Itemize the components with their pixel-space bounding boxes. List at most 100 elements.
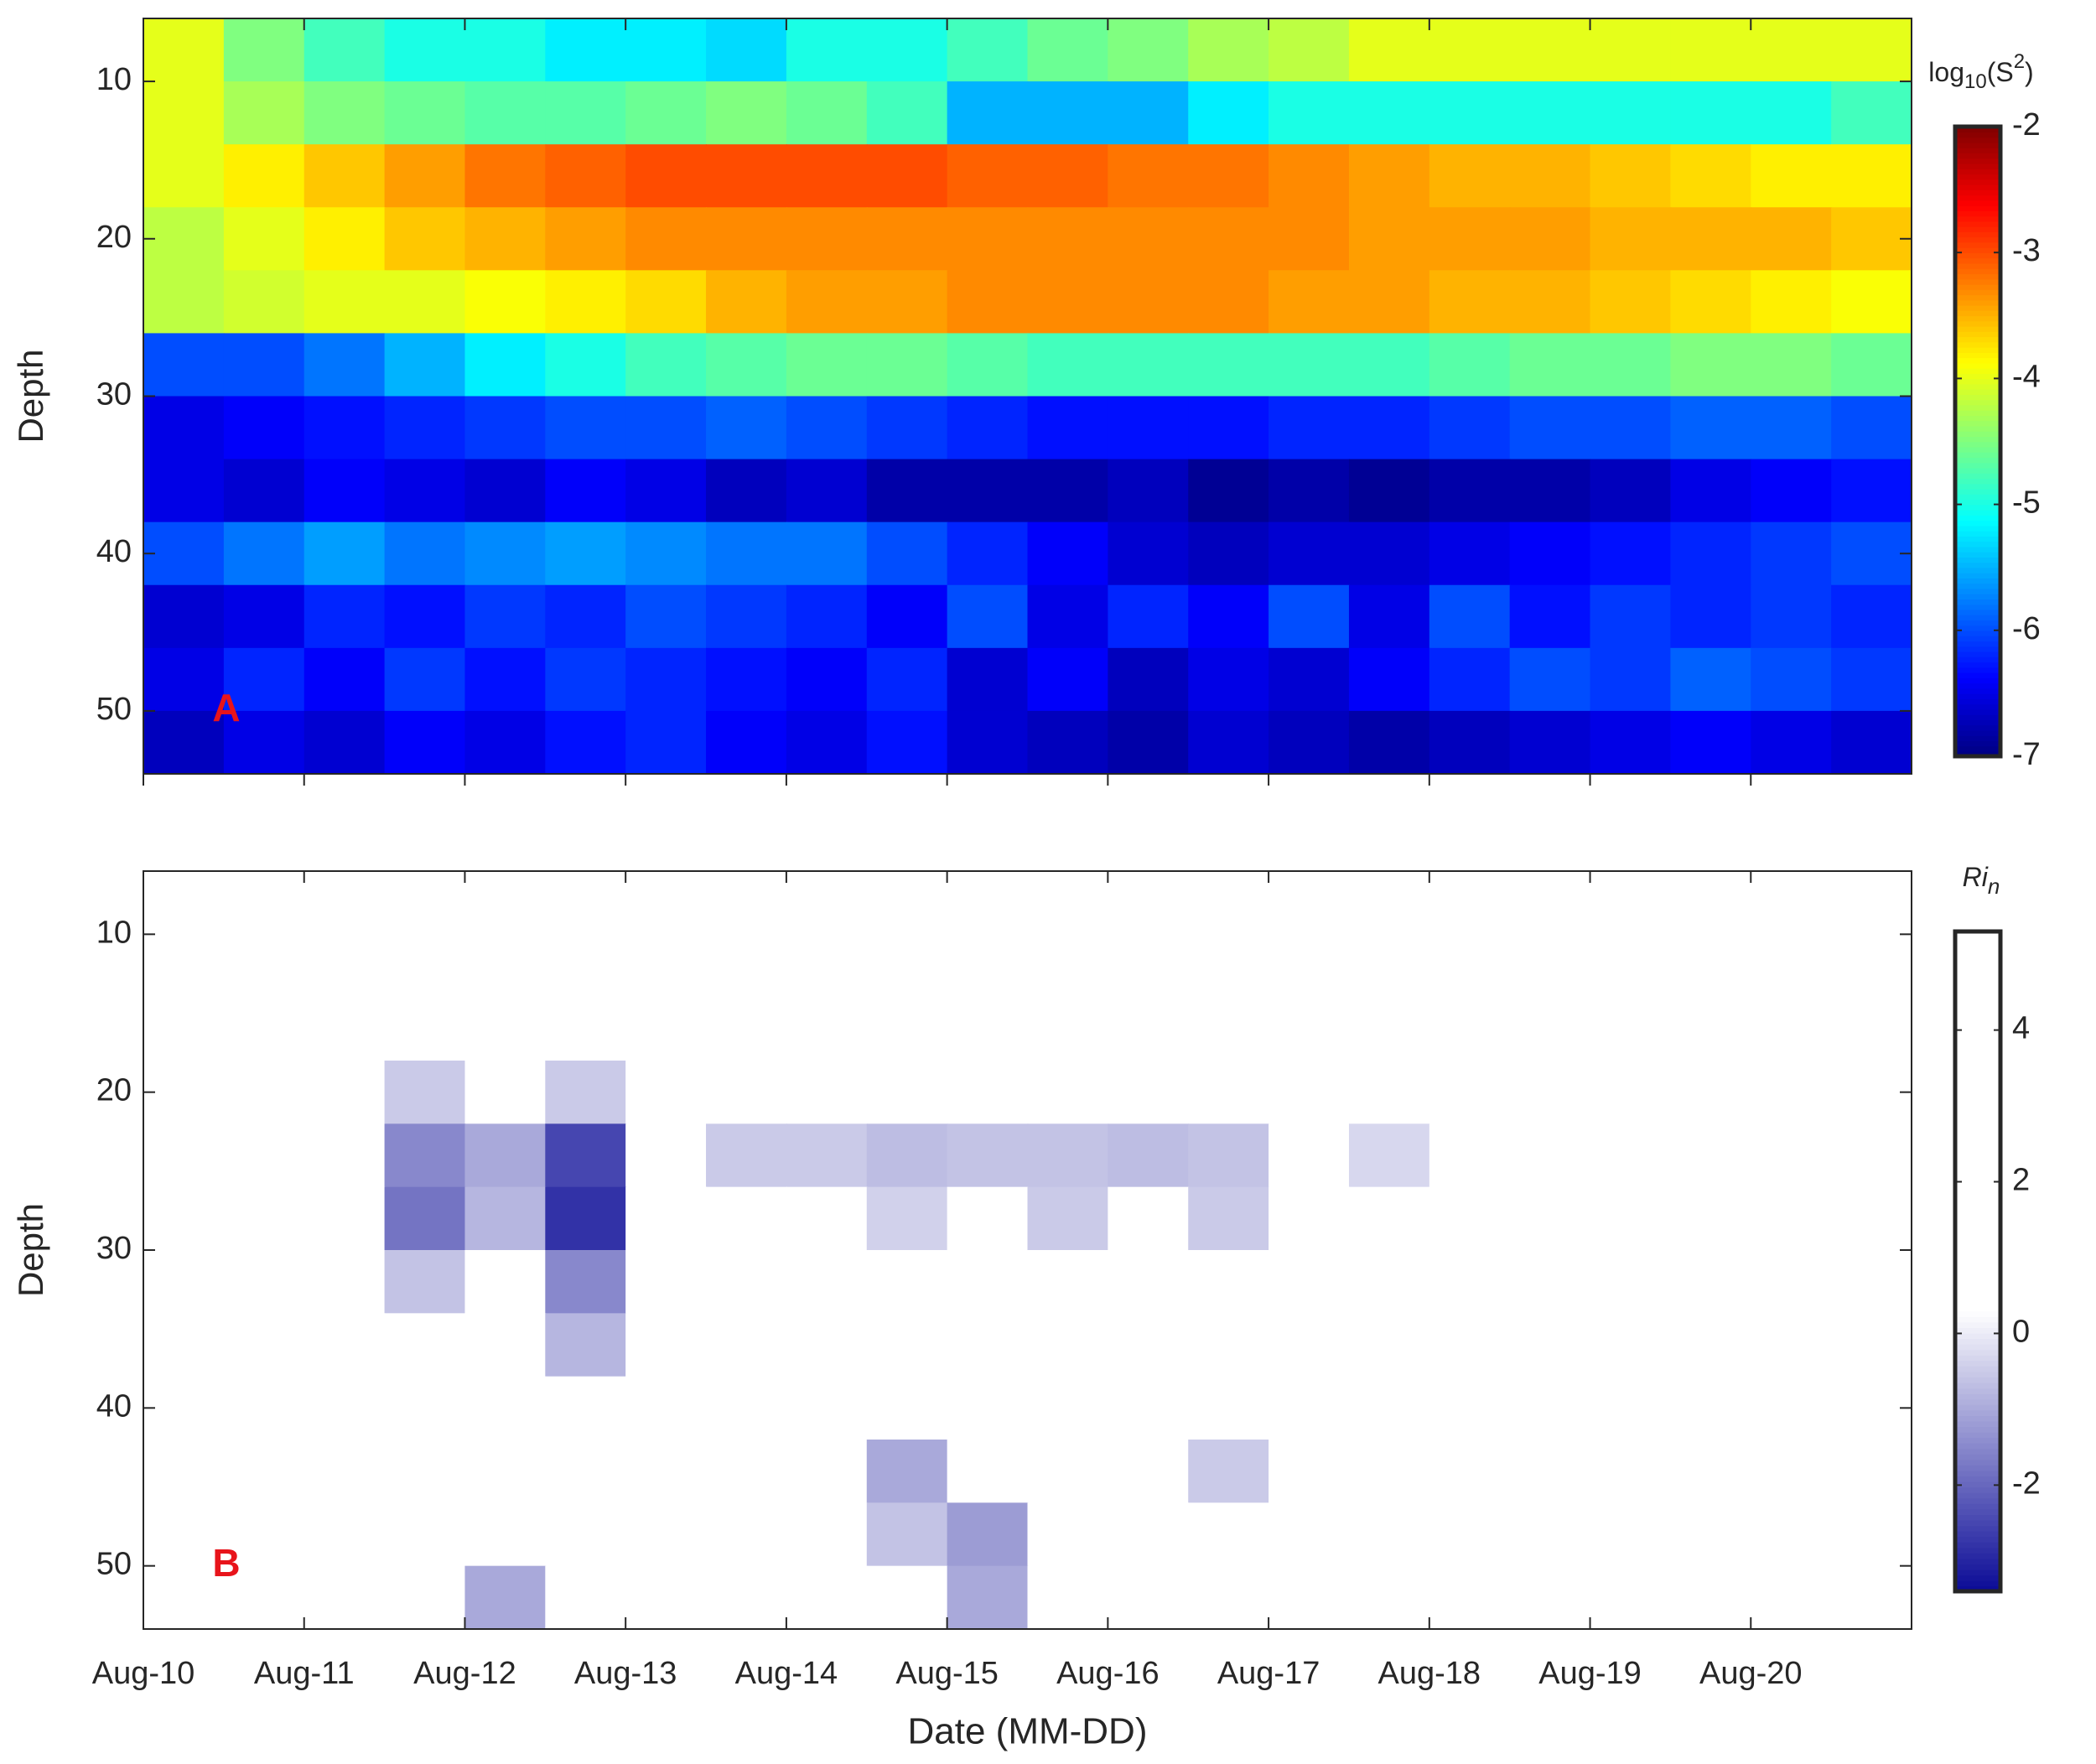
colorbar-swatch [1955,289,2000,296]
heat-cell [1429,396,1511,460]
heat-cell [1751,270,1833,335]
heat-cell [1027,871,1109,936]
heat-cell [1670,81,1752,146]
colorbar-swatch [1955,997,2000,1004]
heat-cell [786,144,868,209]
heat-cell [1429,1440,1511,1504]
colorbar-swatch [1955,1107,2000,1114]
heat-cell [1108,81,1190,146]
colorbar-label-part: 2 [2014,50,2025,73]
heat-cell [1831,18,1912,83]
heat-cell [1108,1123,1190,1188]
heat-cell [384,81,466,146]
heat-cell [1429,270,1511,335]
colorbar-swatch [1955,1393,2000,1400]
heat-cell [866,459,948,523]
heat-cell [1348,81,1430,146]
colorbar-swatch [1955,252,2000,259]
heat-cell [1429,1565,1511,1629]
heat-cell [223,997,305,1061]
heat-cell [464,871,547,936]
heat-cell [384,1123,466,1188]
colorbar-swatch [1955,1426,2000,1433]
heat-cell [1268,1123,1350,1188]
heat-cell [786,1061,868,1125]
colorbar-swatch [1955,1321,2000,1328]
y-tick-label: 30 [96,1231,132,1266]
heat-cell [1108,647,1190,712]
colorbar-swatch [1955,1327,2000,1334]
colorbar-swatch [1955,1233,2000,1241]
colorbar-swatch [1955,362,2000,369]
colorbar-swatch [1955,1255,2000,1263]
heatmap [143,18,1912,774]
heat-cell [1108,459,1190,523]
heat-cell [304,270,386,335]
heat-cell [1670,396,1752,460]
heat-cell [947,997,1029,1061]
heat-cell [866,18,948,83]
heat-cell [1590,997,1672,1061]
heat-cell [866,1250,948,1315]
heat-cell [143,584,225,649]
colorbar-swatch [1955,713,2000,720]
heat-cell [866,997,948,1061]
heat-cell [1188,1440,1270,1504]
heat-cell [464,333,547,397]
heat-cell [1509,270,1591,335]
colorbar-swatch [1955,132,2000,138]
colorbar-label-part: n [1988,874,2000,899]
heat-cell [545,270,627,335]
heat-cell [1108,521,1190,586]
heat-cell [1831,871,1912,936]
colorbar-swatch [1955,452,2000,459]
heat-cell [1670,934,1752,999]
heat-cell [304,207,386,272]
colorbar-swatch [1955,1140,2000,1147]
heat-cell [545,1565,627,1629]
heat-cell [1268,396,1350,460]
heat-cell [866,1502,948,1567]
heat-cell [304,459,386,523]
heat-cell [706,1565,787,1629]
heat-cell [1590,934,1672,999]
heat-cell [223,1502,305,1567]
heat-cell [1509,333,1591,397]
x-tick-label: Aug-20 [1699,1656,1803,1691]
heat-cell [1509,584,1591,649]
heat-cell [223,710,305,774]
heat-cell [1108,997,1190,1061]
colorbar-swatch [1955,1442,2000,1450]
colorbar-swatch [1955,1343,2000,1351]
colorbar-swatch [1955,436,2000,443]
colorbar-swatch [1955,520,2000,527]
colorbar-swatch [1955,399,2000,406]
heat-cell [1268,1061,1350,1125]
heat-cell [143,1440,225,1504]
colorbar-swatch [1955,509,2000,516]
colorbar-swatch [1955,1096,2000,1103]
heat-cell [1268,997,1350,1061]
heat-cell [786,1502,868,1567]
heat-cell [786,1440,868,1504]
heat-cell [786,1565,868,1629]
colorbar-swatch [1955,195,2000,201]
colorbar-swatch [1955,740,2000,747]
heat-cell [1831,1376,1912,1440]
heat-cell [625,1565,708,1629]
heat-cell [143,1376,225,1440]
heat-cell [545,333,627,397]
heat-cell [706,871,787,936]
heat-cell [384,1565,466,1629]
colorbar-swatch [1955,262,2000,269]
heat-cell [1509,18,1591,83]
heat-cell [1188,333,1270,397]
heat-cell [1268,1565,1350,1629]
heat-cell [947,1565,1029,1629]
colorbar-swatch [1955,336,2000,343]
y-tick-label: 50 [96,692,132,727]
colorbar-swatch [1955,620,2000,626]
heat-cell [1348,871,1430,936]
heat-cell [143,1186,225,1251]
heat-cell [384,647,466,712]
